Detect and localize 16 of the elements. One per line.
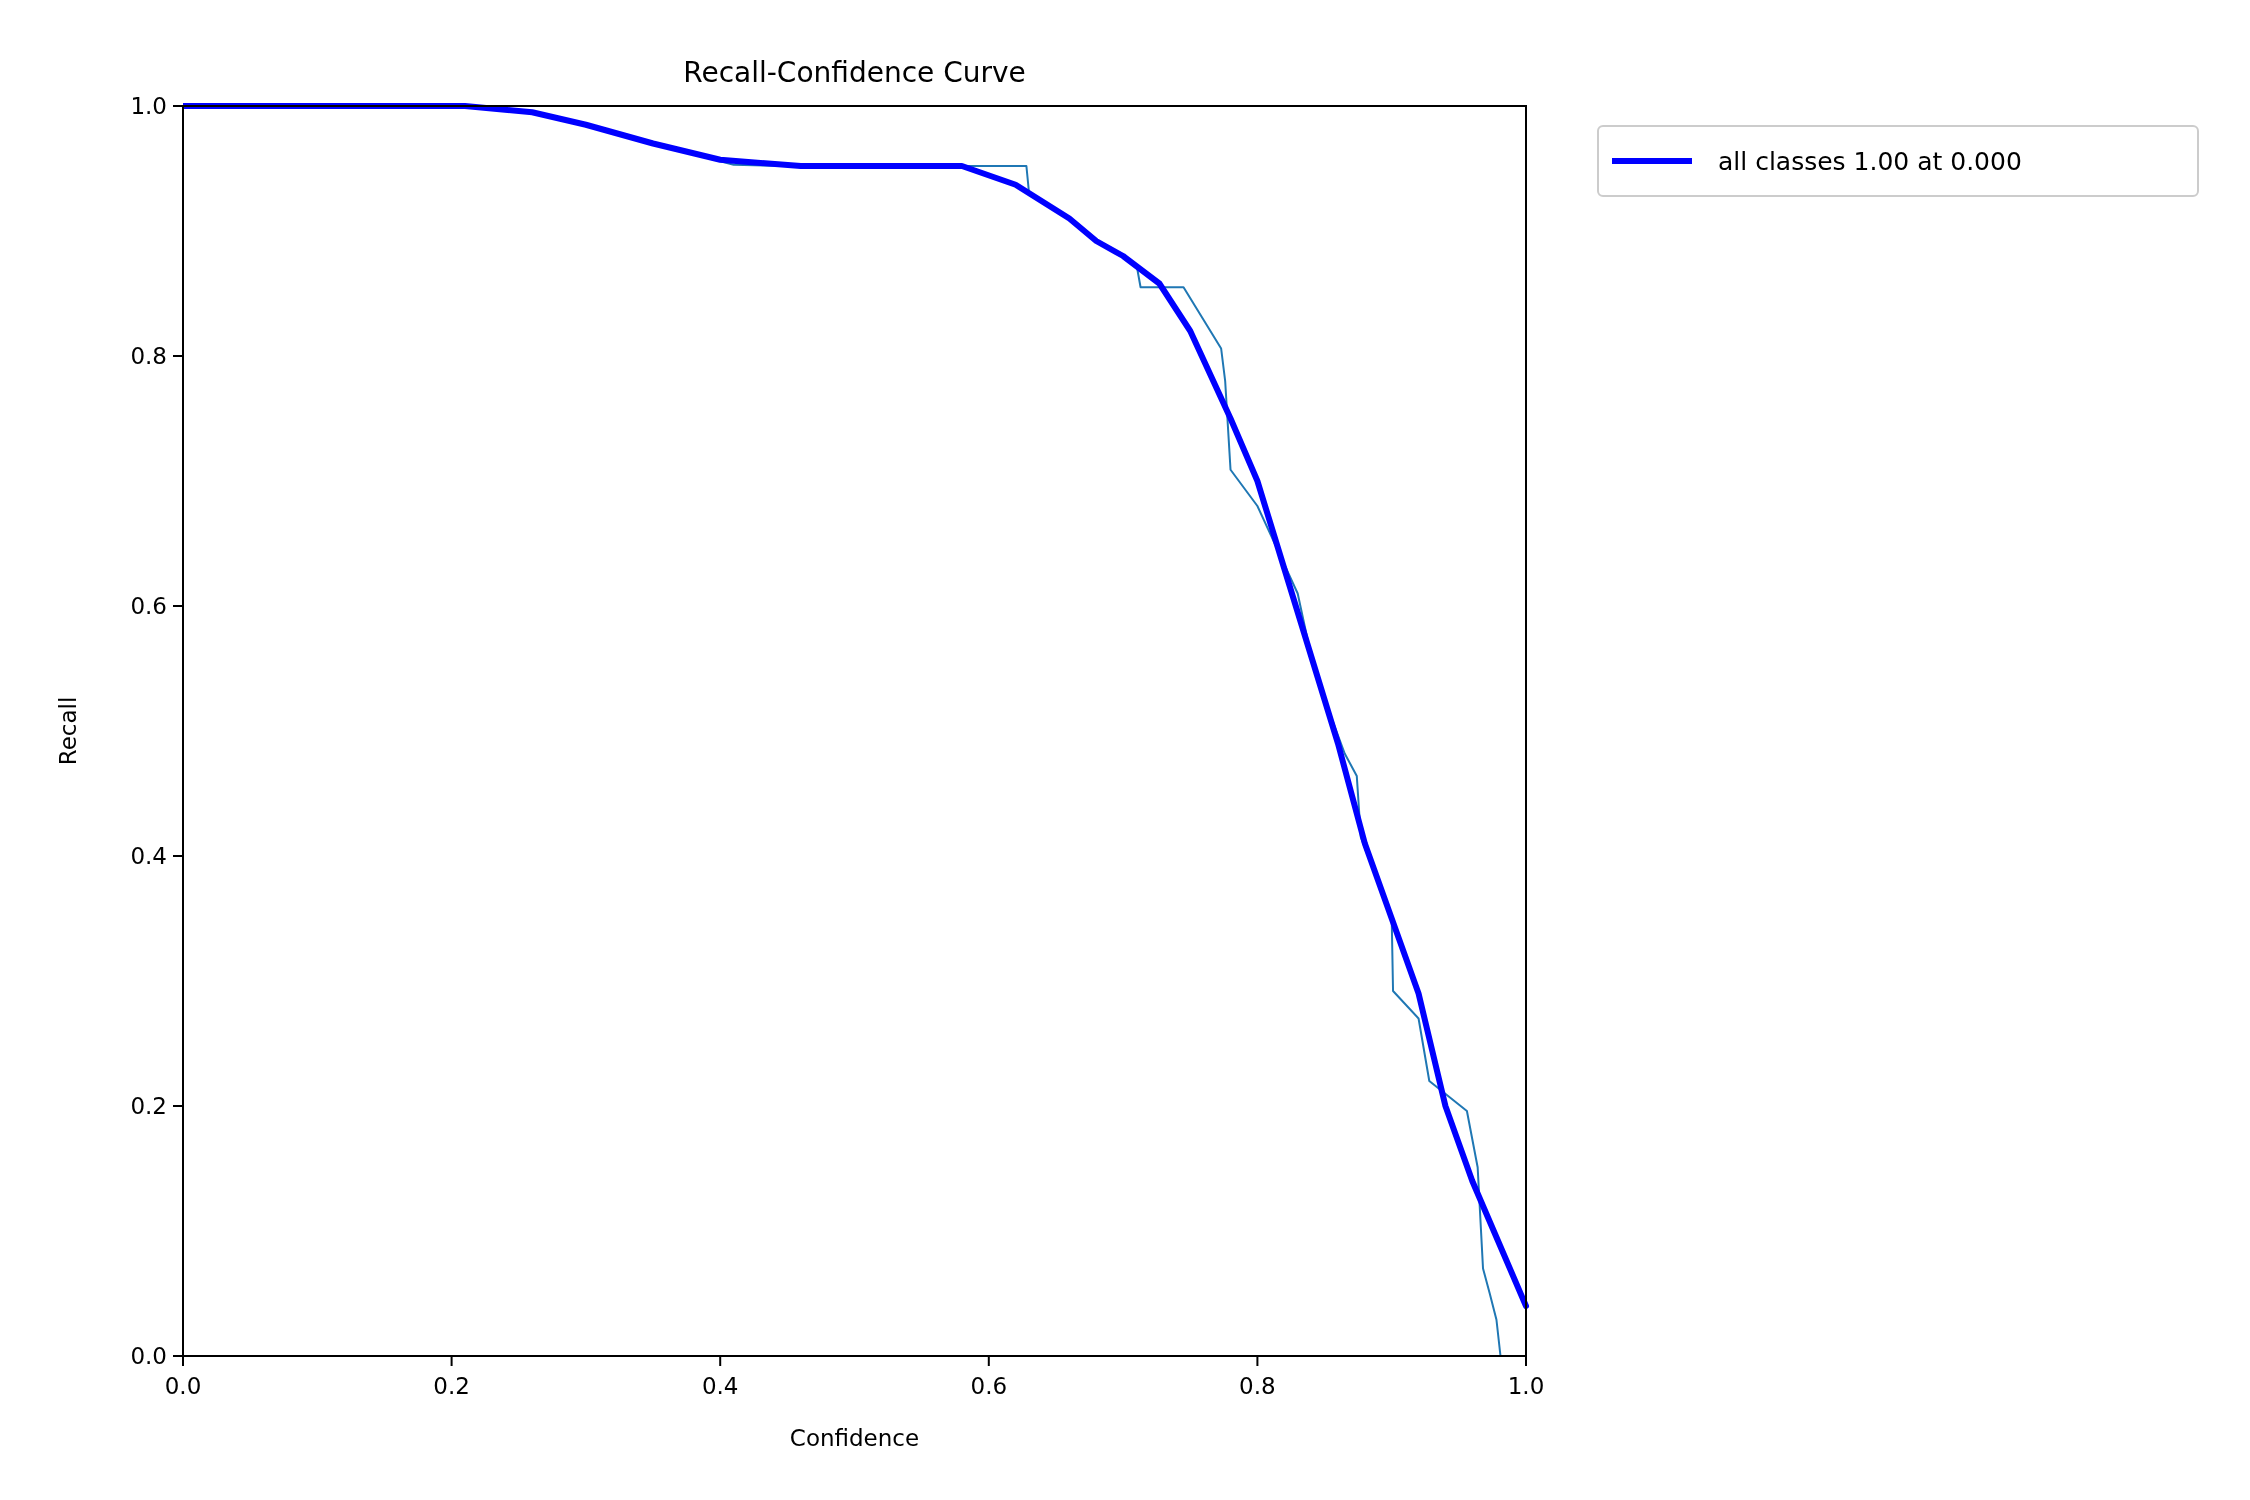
x-tick-label: 0.8 <box>1239 1373 1276 1399</box>
x-tick-label: 0.6 <box>970 1373 1008 1399</box>
y-tick-label: 0.8 <box>130 343 167 369</box>
x-tick-label: 1.0 <box>1507 1373 1545 1399</box>
y-tick-label: 0.6 <box>130 593 167 619</box>
x-axis-title: Confidence <box>789 1425 920 1451</box>
legend-label: all classes 1.00 at 0.000 <box>1718 146 2022 176</box>
y-tick-label: 1.0 <box>130 93 167 119</box>
chart-title: Recall-Confidence Curve <box>683 56 1026 89</box>
y-tick-label: 0.0 <box>130 1343 167 1369</box>
y-axis-title: Recall <box>55 696 81 766</box>
y-tick-label: 0.4 <box>130 843 167 869</box>
x-tick-label: 0.0 <box>164 1373 202 1399</box>
x-tick-label: 0.4 <box>701 1373 739 1399</box>
x-tick-label: 0.2 <box>433 1373 470 1399</box>
y-tick-label: 0.2 <box>130 1093 167 1119</box>
